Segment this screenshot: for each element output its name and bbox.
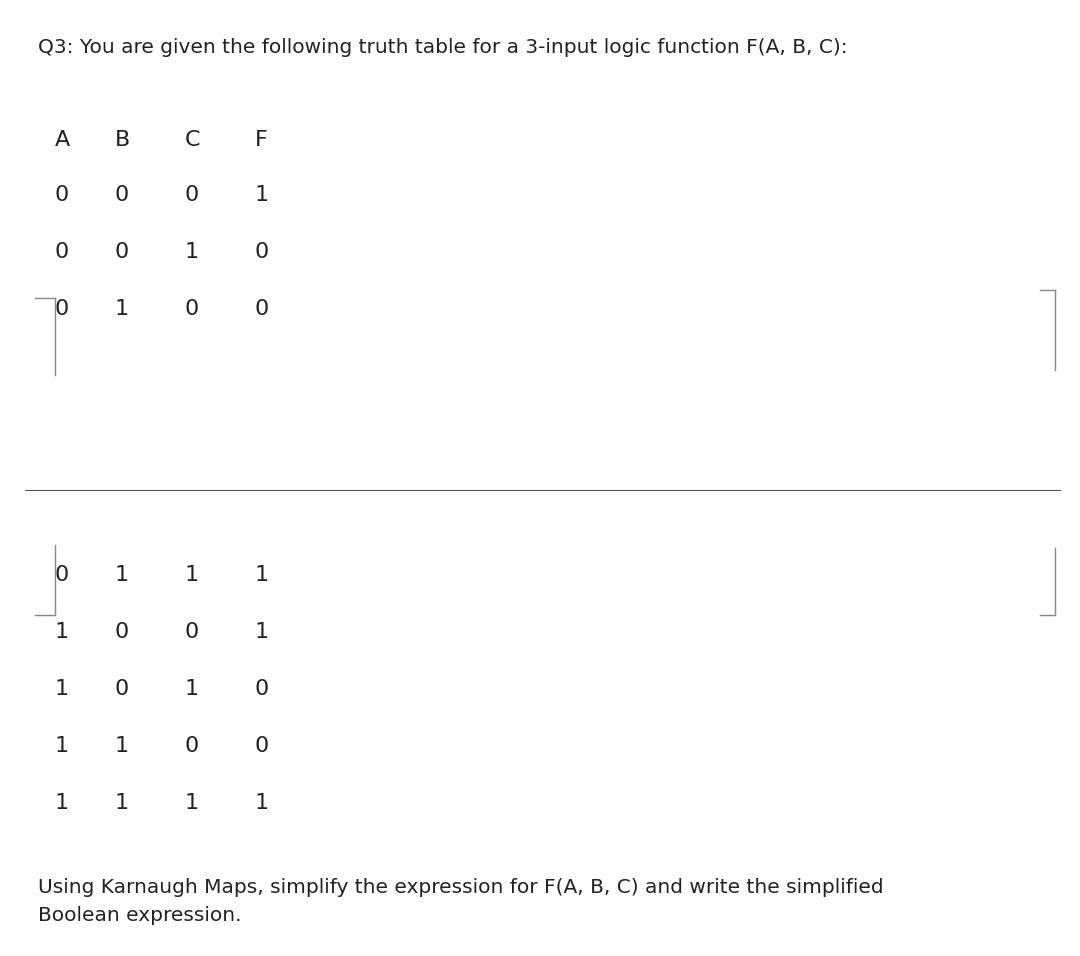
Text: 1: 1	[255, 793, 269, 813]
Text: 0: 0	[114, 242, 130, 262]
Text: 1: 1	[55, 736, 69, 756]
Text: Using Karnaugh Maps, simplify the expression for F(A, B, C) and write the simpli: Using Karnaugh Maps, simplify the expres…	[38, 878, 883, 925]
Text: 0: 0	[114, 185, 130, 205]
Text: 1: 1	[114, 736, 130, 756]
Text: 1: 1	[255, 185, 269, 205]
Text: 1: 1	[114, 793, 130, 813]
Text: 0: 0	[255, 679, 269, 699]
Text: 0: 0	[255, 299, 269, 319]
Text: 0: 0	[255, 242, 269, 262]
Text: 0: 0	[185, 299, 199, 319]
Text: 1: 1	[55, 679, 69, 699]
Text: 0: 0	[55, 299, 69, 319]
Text: 0: 0	[185, 622, 199, 642]
Text: 0: 0	[185, 185, 199, 205]
Text: 1: 1	[255, 565, 269, 585]
Text: 1: 1	[255, 622, 269, 642]
Text: 0: 0	[185, 736, 199, 756]
Text: 0: 0	[55, 185, 69, 205]
Text: A: A	[55, 130, 70, 150]
Text: 1: 1	[114, 565, 130, 585]
Text: C: C	[185, 130, 201, 150]
Text: 1: 1	[185, 242, 199, 262]
Text: 1: 1	[185, 565, 199, 585]
Text: F: F	[255, 130, 268, 150]
Text: B: B	[114, 130, 131, 150]
Text: 0: 0	[255, 736, 269, 756]
Text: 1: 1	[55, 622, 69, 642]
Text: 0: 0	[114, 679, 130, 699]
Text: 1: 1	[55, 793, 69, 813]
Text: 0: 0	[55, 242, 69, 262]
Text: 0: 0	[114, 622, 130, 642]
Text: 1: 1	[185, 793, 199, 813]
Text: 1: 1	[185, 679, 199, 699]
Text: 0: 0	[55, 565, 69, 585]
Text: 1: 1	[114, 299, 130, 319]
Text: Q3: You are given the following truth table for a 3-input logic function F(A, B,: Q3: You are given the following truth ta…	[38, 38, 848, 57]
